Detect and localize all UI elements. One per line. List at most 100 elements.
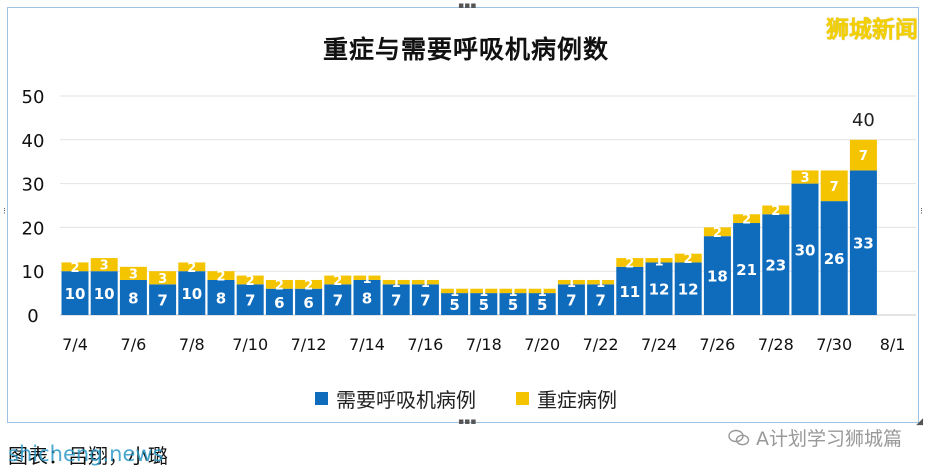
legend-item-ventilator: 需要呼吸机病例	[315, 384, 476, 413]
bar-ventilator	[207, 279, 235, 315]
data-label-critical: 1	[596, 276, 605, 291]
bar-critical	[149, 271, 177, 285]
bar-critical	[90, 258, 118, 272]
x-tick-label: 7/28	[758, 335, 794, 354]
bar-ventilator	[295, 288, 323, 315]
data-label-ventilator: 7	[391, 292, 401, 310]
data-label-ventilator: 10	[94, 285, 115, 303]
x-tick-label: 7/6	[121, 335, 147, 354]
data-label-critical: 1	[654, 254, 663, 269]
bar-ventilator	[587, 284, 615, 315]
bar-ventilator	[119, 279, 147, 315]
x-tick-label: 7/24	[641, 335, 677, 354]
bar-ventilator	[733, 223, 761, 315]
data-label-critical: 2	[187, 261, 196, 276]
x-tick-label: 7/16	[407, 335, 443, 354]
legend-label-critical: 重症病例	[537, 388, 617, 412]
watermark-logo: 狮城新闻	[826, 17, 918, 43]
x-tick-label: 7/20	[524, 335, 560, 354]
legend: 需要呼吸机病例 重症病例	[0, 384, 932, 413]
data-label-critical: 2	[304, 278, 313, 293]
bar-ventilator	[557, 284, 585, 315]
bar-critical	[557, 279, 585, 285]
x-tick-label: 7/18	[466, 335, 502, 354]
resize-handle-right[interactable]: ⁝	[920, 207, 923, 217]
bar-critical	[499, 288, 527, 294]
data-label-ventilator: 10	[65, 285, 86, 303]
data-label-ventilator: 5	[479, 296, 489, 314]
data-label-critical: 1	[567, 276, 576, 291]
bar-ventilator	[645, 262, 673, 315]
data-label-critical: 3	[800, 171, 809, 186]
data-label-ventilator: 7	[333, 292, 343, 310]
bar-ventilator	[849, 170, 877, 315]
data-label-critical: 2	[216, 270, 225, 285]
bar-critical	[470, 288, 498, 294]
bar-critical	[762, 205, 790, 215]
resize-handle-corner[interactable]: ◢	[916, 417, 923, 427]
y-tick-label: 50	[22, 87, 45, 108]
bar-ventilator	[353, 279, 381, 315]
data-label-ventilator: 7	[420, 292, 430, 310]
data-label-ventilator: 7	[245, 292, 255, 310]
y-tick-label: 10	[22, 262, 45, 283]
bar-ventilator	[528, 293, 556, 315]
x-tick-label: 7/10	[232, 335, 268, 354]
legend-swatch-critical	[516, 392, 529, 405]
wechat-account: A计划学习狮城篇	[728, 424, 902, 451]
data-label-critical: 7	[859, 149, 868, 164]
bar-ventilator	[791, 183, 819, 315]
bar-ventilator	[703, 236, 731, 315]
x-tick-label: 7/8	[179, 335, 205, 354]
x-tick-label: 7/26	[699, 335, 735, 354]
data-label-ventilator: 7	[595, 292, 605, 310]
data-label-ventilator: 6	[274, 294, 284, 312]
figure-caption: 图表：吕翔，小璐	[8, 444, 168, 468]
data-label-ventilator: 5	[508, 296, 518, 314]
resize-handle-top[interactable]: ▪▪▪	[458, 1, 477, 11]
y-tick-label: 30	[22, 175, 45, 196]
bar-ventilator	[499, 293, 527, 315]
data-label-ventilator: 12	[649, 281, 670, 299]
bar-ventilator	[236, 284, 264, 315]
bar-ventilator	[762, 214, 790, 315]
bar-critical	[178, 262, 206, 272]
legend-swatch-ventilator	[315, 392, 328, 405]
bar-ventilator	[674, 262, 702, 315]
data-label-critical: 1	[450, 285, 459, 300]
resize-handle-bottom[interactable]: ▪▪▪	[458, 417, 477, 427]
data-label-ventilator: 23	[765, 257, 786, 275]
data-label-ventilator: 11	[619, 283, 640, 301]
data-label-critical: 2	[70, 261, 79, 276]
data-label-ventilator: 8	[216, 289, 226, 307]
y-tick-label: 0	[27, 306, 38, 327]
data-label-critical: 1	[538, 285, 547, 300]
data-label-ventilator: 26	[824, 250, 845, 268]
legend-item-critical: 重症病例	[516, 384, 617, 413]
data-label-critical: 2	[246, 274, 255, 289]
data-label-critical: 3	[100, 259, 109, 274]
bar-critical	[703, 227, 731, 237]
resize-handle-left[interactable]: ⁝	[3, 207, 6, 217]
data-label-critical: 2	[713, 226, 722, 241]
data-label-ventilator: 7	[566, 292, 576, 310]
bar-critical	[236, 275, 264, 285]
bar-ventilator	[324, 284, 352, 315]
data-label-ventilator: 5	[449, 296, 459, 314]
y-tick-label: 40	[22, 131, 45, 152]
bar-ventilator	[441, 293, 469, 315]
bar-critical	[645, 258, 673, 263]
y-tick-label: 20	[22, 218, 45, 239]
bar-ventilator	[411, 284, 439, 315]
total-annotation: 40	[852, 110, 875, 131]
data-label-critical: 1	[508, 285, 517, 300]
bar-ventilator	[178, 271, 206, 315]
data-label-ventilator: 6	[303, 294, 313, 312]
caption-watermark: shicheng.news	[8, 442, 164, 466]
bar-critical	[61, 262, 89, 272]
x-tick-label: 8/1	[880, 335, 906, 354]
x-tick-label: 7/14	[349, 335, 385, 354]
bar-critical	[587, 279, 615, 285]
data-label-ventilator: 8	[362, 289, 372, 307]
